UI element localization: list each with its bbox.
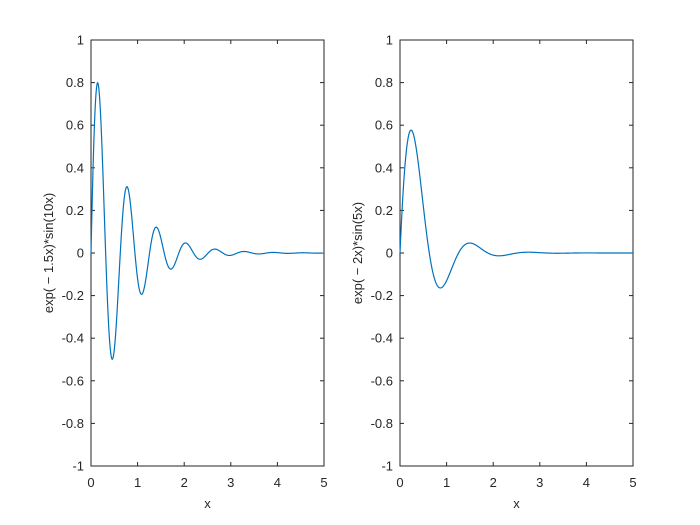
series-line-left — [90, 81, 325, 360]
x-tick-label: 3 — [536, 475, 543, 490]
x-tick-label: 2 — [490, 475, 497, 490]
y-tick-label: 0.8 — [66, 75, 84, 90]
x-ticks-right: 0 1 2 3 4 5 — [396, 40, 637, 490]
y-tick-label: 0 — [77, 246, 84, 261]
y-tick-label: 1 — [77, 33, 84, 48]
y-tick-label: 0.2 — [375, 203, 393, 218]
y-ticks-right: -1 -0.8 -0.6 -0.4 -0.2 0 0.2 0.4 0.6 0.8 1 — [371, 33, 633, 474]
y-tick-label: 0.6 — [375, 118, 393, 133]
y-tick-label: -0.6 — [371, 373, 393, 388]
y-tick-label: 0 — [386, 246, 393, 261]
y-tick-label: 0.2 — [66, 203, 84, 218]
x-axis-label-left: x — [204, 496, 211, 511]
y-tick-label: -0.8 — [371, 416, 393, 431]
x-tick-label: 4 — [583, 475, 590, 490]
y-tick-label: -0.6 — [62, 373, 84, 388]
y-tick-label: -0.2 — [371, 288, 393, 303]
y-tick-label: 0.8 — [375, 75, 393, 90]
y-tick-label: -0.2 — [62, 288, 84, 303]
x-tick-label: 5 — [320, 475, 327, 490]
x-tick-label: 4 — [274, 475, 281, 490]
y-axis-label-right: exp( − 2x)*sin(5x) — [350, 202, 365, 304]
x-ticks-left: 0 1 2 3 4 5 — [87, 40, 328, 490]
y-tick-label: 0.6 — [66, 118, 84, 133]
x-tick-label: 1 — [134, 475, 141, 490]
y-tick-label: 0.4 — [66, 160, 84, 175]
x-axis-label-right: x — [513, 496, 520, 511]
x-tick-label: 0 — [87, 475, 94, 490]
y-tick-label: 1 — [386, 33, 393, 48]
series-line-right — [399, 129, 633, 289]
x-tick-label: 2 — [181, 475, 188, 490]
y-tick-label: -0.4 — [371, 331, 393, 346]
y-tick-label: -0.8 — [62, 416, 84, 431]
x-tick-label: 3 — [227, 475, 234, 490]
x-tick-label: 1 — [443, 475, 450, 490]
y-tick-label: 0.4 — [375, 160, 393, 175]
y-tick-label: -1 — [381, 459, 393, 474]
x-tick-label: 5 — [629, 475, 636, 490]
y-axis-label-left: exp( − 1.5x)*sin(10x) — [41, 193, 56, 313]
y-tick-label: -0.4 — [62, 331, 84, 346]
y-tick-label: -1 — [72, 459, 84, 474]
x-tick-label: 0 — [396, 475, 403, 490]
